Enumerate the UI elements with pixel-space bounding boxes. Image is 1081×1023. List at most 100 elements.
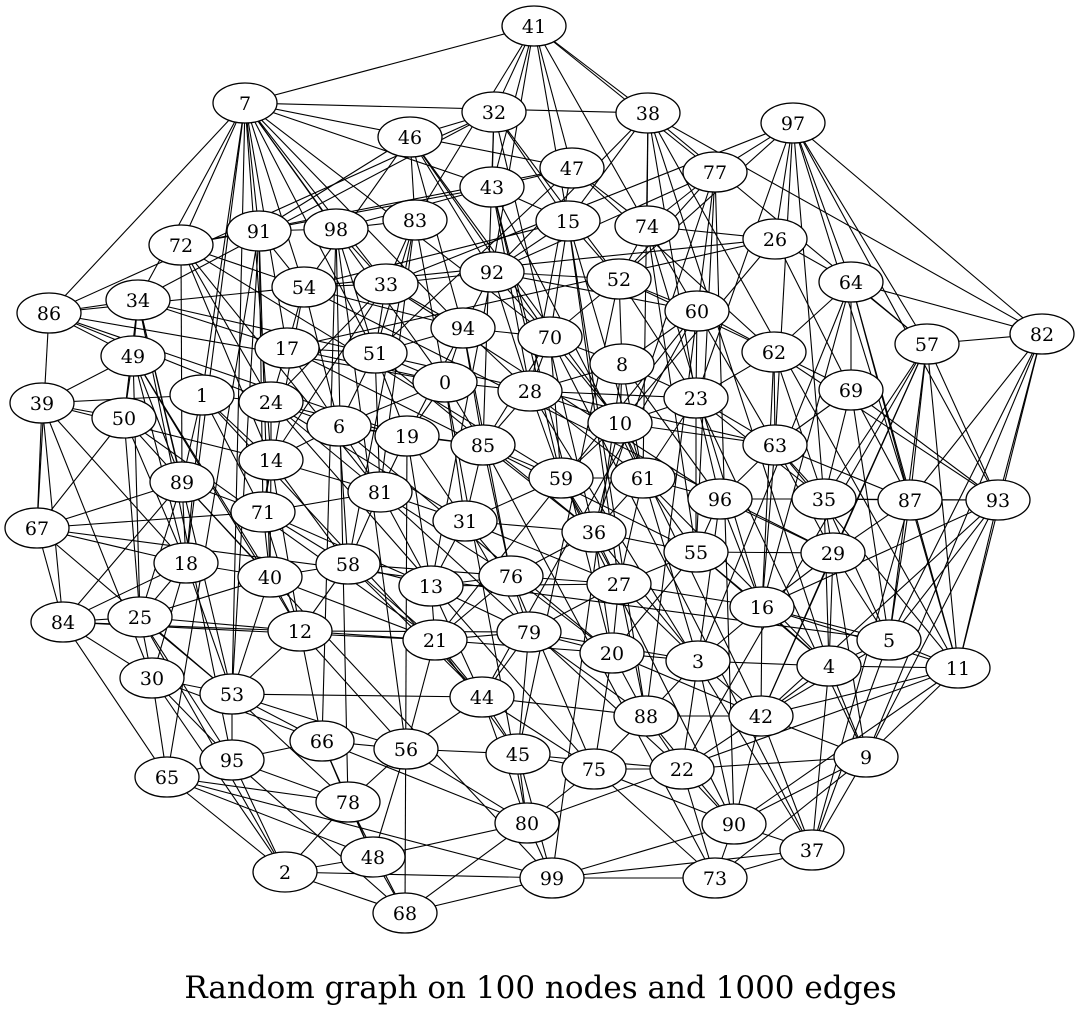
node-14: 14: [238, 439, 304, 481]
node-label: 4: [823, 656, 835, 678]
edge-98-78: [335, 228, 349, 803]
edge-33-14: [270, 283, 387, 461]
node-57: 57: [894, 323, 960, 365]
node-39: 39: [9, 382, 75, 424]
node-label: 29: [821, 543, 845, 565]
node-ellipse: [579, 632, 645, 674]
node-44: 44: [449, 676, 515, 718]
node-ellipse: [134, 756, 200, 798]
edge-85-76: [482, 444, 512, 577]
edge-69-5: [850, 389, 890, 641]
node-ellipse: [372, 892, 438, 934]
node-ellipse: [613, 695, 679, 737]
edge-12-56: [299, 630, 407, 750]
edge-87-11: [909, 499, 959, 669]
node-label: 48: [361, 847, 385, 869]
node-25: 25: [107, 596, 173, 638]
node-43: 43: [459, 166, 525, 208]
node-ellipse: [539, 147, 605, 189]
node-label: 30: [140, 668, 164, 690]
node-ellipse: [432, 500, 498, 542]
node-label: 82: [1030, 324, 1054, 346]
node-46: 46: [377, 116, 443, 158]
edge-87-5: [888, 499, 911, 641]
node-ellipse: [818, 369, 884, 411]
edge-72-89: [180, 244, 183, 483]
node-2: 2: [252, 851, 318, 893]
node-ellipse: [478, 555, 544, 597]
edge-24-31: [270, 401, 466, 522]
node-ellipse: [237, 556, 303, 598]
node-ellipse: [877, 479, 943, 521]
node-ellipse: [199, 739, 265, 781]
node-52: 52: [586, 258, 652, 300]
node-15: 15: [535, 200, 601, 242]
node-label: 35: [812, 489, 836, 511]
edge-29-42: [760, 552, 834, 717]
node-ellipse: [91, 397, 157, 439]
node-label: 97: [781, 113, 805, 135]
node-ellipse: [742, 424, 808, 466]
node-ellipse: [230, 491, 296, 533]
node-label: 49: [121, 346, 145, 368]
edge-7-43: [244, 102, 493, 188]
edge-97-52: [618, 122, 794, 280]
node-label: 44: [470, 687, 494, 709]
node-label: 96: [708, 489, 732, 511]
node-54: 54: [271, 266, 337, 308]
edge-41-15: [533, 25, 569, 222]
node-95: 95: [199, 739, 265, 781]
node-88: 88: [613, 695, 679, 737]
node-label: 28: [518, 381, 542, 403]
node-label: 41: [522, 16, 546, 38]
edge-57-11: [926, 343, 959, 669]
edge-64-3: [697, 281, 852, 662]
edge-41-74: [533, 25, 648, 227]
node-26: 26: [742, 218, 808, 260]
node-label: 26: [763, 229, 787, 251]
node-70: 70: [517, 316, 583, 358]
node-label: 5: [883, 630, 895, 652]
node-ellipse: [303, 208, 369, 250]
node-label: 14: [259, 450, 283, 472]
node-64: 64: [818, 261, 884, 303]
node-ellipse: [226, 210, 292, 252]
node-label: 32: [482, 102, 506, 124]
node-label: 89: [170, 472, 194, 494]
edge-3-90: [697, 660, 735, 825]
edge-15-88: [567, 220, 647, 717]
node-ellipse: [729, 586, 795, 628]
node-94: 94: [430, 307, 496, 349]
edge-84-65: [62, 621, 168, 778]
edge-7-91: [244, 102, 260, 232]
edge-25-95: [139, 616, 233, 761]
node-ellipse: [818, 261, 884, 303]
node-label: 62: [762, 342, 786, 364]
node-80: 80: [494, 802, 560, 844]
node-22: 22: [649, 748, 715, 790]
node-ellipse: [30, 601, 96, 643]
node-label: 75: [582, 759, 606, 781]
node-34: 34: [105, 279, 171, 321]
node-label: 56: [394, 739, 418, 761]
edge-38-23: [647, 112, 697, 399]
edge-57-87: [909, 343, 928, 501]
edge-89-84: [62, 481, 183, 623]
node-40: 40: [237, 556, 303, 598]
node-ellipse: [687, 478, 753, 520]
edge-19-13: [406, 435, 432, 587]
edge-89-25: [139, 481, 183, 618]
node-20: 20: [579, 632, 645, 674]
node-label: 76: [499, 566, 523, 588]
node-7: 7: [212, 82, 278, 124]
node-ellipse: [741, 331, 807, 373]
node-ellipse: [517, 316, 583, 358]
node-ellipse: [925, 647, 991, 689]
node-label: 74: [635, 216, 659, 238]
node-53: 53: [199, 673, 265, 715]
edge-18-53: [185, 562, 233, 695]
node-ellipse: [496, 611, 562, 653]
node-87: 87: [877, 479, 943, 521]
edge-64-82: [850, 281, 1043, 335]
